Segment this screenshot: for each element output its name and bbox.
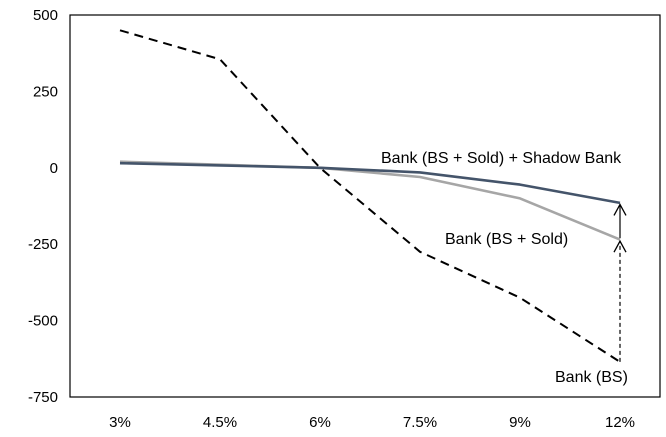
series-label-2: Bank (BS + Sold) + Shadow Bank [381, 150, 622, 167]
y-tick-label: -500 [28, 313, 58, 330]
series-line-2 [119, 161, 621, 205]
x-tick-label: 4.5% [203, 414, 237, 431]
arrow-head-1 [613, 203, 627, 216]
arrow-annotations [613, 203, 627, 362]
y-tick-label: -250 [28, 236, 58, 253]
x-tick-label: 7.5% [403, 414, 437, 431]
x-axis-ticks: 3% 4.5% 6% 7.5% 9% 12% [109, 414, 635, 431]
series-labels: Bank (BS) Bank (BS + Sold) Bank (BS + Sold… [381, 150, 628, 386]
y-tick-label: 250 [33, 83, 58, 100]
y-tick-label: -750 [28, 389, 58, 406]
series-line-1 [119, 160, 621, 241]
series-label-0: Bank (BS) [555, 369, 628, 386]
x-tick-label: 6% [309, 414, 331, 431]
plot-area [69, 14, 661, 398]
series-lines [119, 29, 621, 363]
x-tick-label: 12% [605, 414, 635, 431]
series-label-1: Bank (BS + Sold) [445, 231, 568, 248]
x-tick-label: 3% [109, 414, 131, 431]
y-axis-ticks: 500 250 0 -250 -500 -750 [28, 7, 58, 406]
arrow-head-0 [613, 239, 627, 253]
y-tick-label: 500 [33, 7, 58, 24]
x-tick-label: 9% [509, 414, 531, 431]
series-line-0 [119, 29, 621, 363]
y-tick-label: 0 [50, 160, 58, 177]
